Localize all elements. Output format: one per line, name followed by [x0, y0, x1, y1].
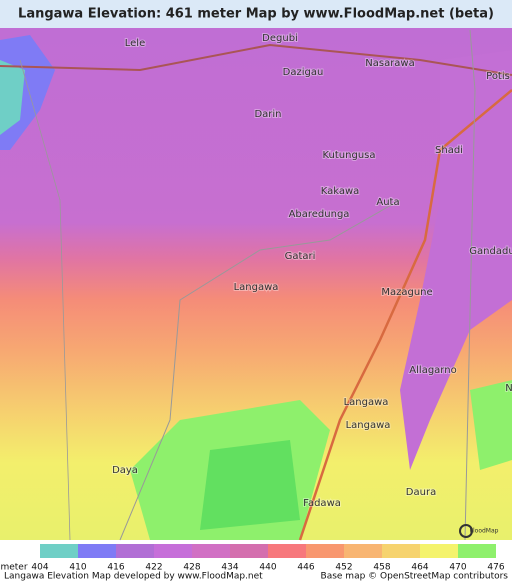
place-label: Mazagune	[381, 287, 432, 298]
place-label: N	[505, 383, 512, 394]
road	[0, 43, 512, 76]
logo-icon	[459, 524, 473, 538]
footer-right: Base map © OpenStreetMap contributors	[321, 572, 509, 582]
legend-swatch	[306, 544, 344, 558]
logo: FloodMap	[470, 528, 499, 535]
place-label: Nasarawa	[365, 58, 415, 69]
road	[298, 89, 512, 541]
place-label: Kakawa	[321, 186, 360, 197]
legend-swatch	[116, 544, 154, 558]
place-label: Shadi	[435, 145, 463, 156]
legend-swatch	[154, 544, 192, 558]
legend-label: 458	[373, 563, 390, 573]
legend-label: 428	[183, 563, 200, 573]
place-label: Kutungusa	[322, 150, 375, 161]
legend-swatch	[78, 544, 116, 558]
place-label: Gatari	[285, 251, 316, 262]
track	[119, 199, 401, 541]
title: Langawa Elevation: 461 meter Map by www.…	[18, 7, 494, 22]
high-area	[470, 380, 512, 470]
legend-swatch	[458, 544, 496, 558]
place-label: Gandadu	[469, 246, 512, 257]
track	[19, 59, 71, 541]
low-ridge	[400, 50, 512, 470]
footer-left: Langawa Elevation Map developed by www.F…	[4, 572, 263, 582]
legend-label: 446	[297, 563, 314, 573]
legend-swatch	[230, 544, 268, 558]
legend-label: 422	[145, 563, 162, 573]
legend-swatch	[382, 544, 420, 558]
legend-swatch	[192, 544, 230, 558]
legend-label: 452	[335, 563, 352, 573]
place-label: Lele	[125, 38, 145, 49]
legend-label: 440	[259, 563, 276, 573]
lowest-area	[0, 60, 25, 135]
map: Lele Degubi Dazigau Nasarawa Potis Darin…	[0, 28, 512, 541]
place-label: Darin	[254, 109, 281, 120]
place-labels: Lele Degubi Dazigau Nasarawa Potis Darin…	[111, 32, 512, 510]
legend-label: 416	[107, 563, 124, 573]
legend-label: 434	[221, 563, 238, 573]
legend-unit: meter	[0, 563, 27, 573]
legend-swatch	[268, 544, 306, 558]
place-label: Langawa	[234, 282, 279, 293]
place-label: Degubi	[262, 33, 298, 44]
legend-label: 470	[449, 563, 466, 573]
legend: meter 404 410 416 422 428 434 440 446 452 458 464 4…	[0, 544, 505, 573]
place-label: Fadawa	[303, 498, 341, 509]
title-bar	[0, 0, 512, 28]
legend-label: 410	[69, 563, 86, 573]
legend-label: 464	[411, 563, 428, 573]
highest-area	[200, 440, 300, 530]
place-label: Abaredunga	[289, 209, 350, 220]
place-label: Daura	[406, 487, 436, 498]
legend-label: 476	[487, 563, 504, 573]
legend-label: 404	[31, 563, 48, 573]
legend-swatch	[420, 544, 458, 558]
place-label: Allagarno	[409, 365, 456, 376]
place-label: Daya	[112, 465, 138, 476]
place-label: Potis	[486, 71, 510, 82]
place-label: Dazigau	[283, 67, 324, 78]
place-label: Langawa	[346, 420, 391, 431]
place-label: Langawa	[344, 397, 389, 408]
place-label: Auta	[376, 197, 399, 208]
road	[464, 29, 476, 541]
legend-swatch	[344, 544, 382, 558]
legend-swatch	[40, 544, 78, 558]
